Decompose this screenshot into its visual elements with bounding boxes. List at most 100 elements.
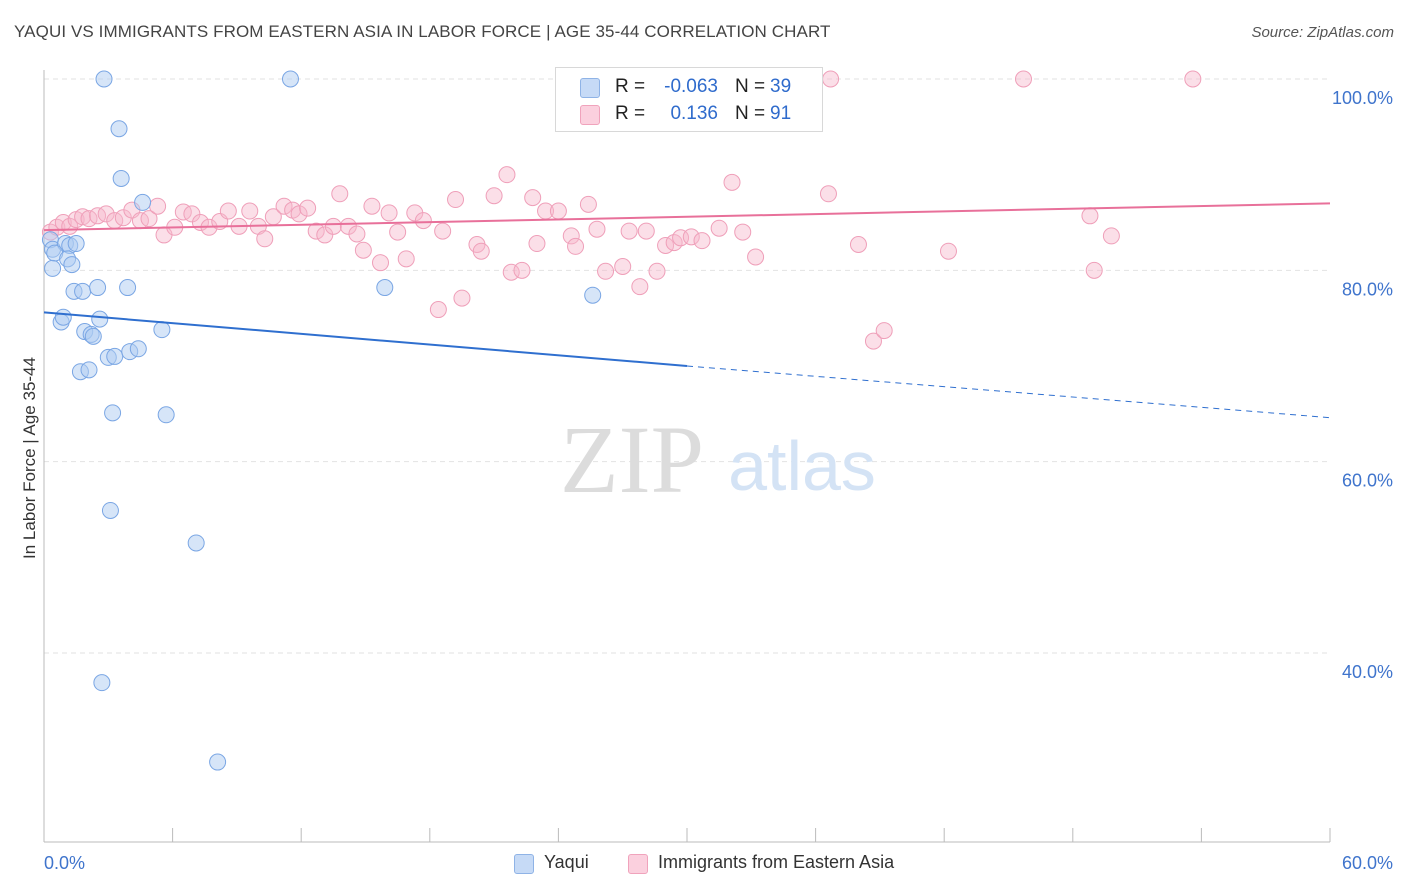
y-tick-label: 60.0% xyxy=(1342,471,1393,491)
immigrants-point xyxy=(549,202,567,220)
yaqui-point xyxy=(157,406,175,424)
immigrants-point xyxy=(174,203,192,221)
immigrants-point xyxy=(528,235,546,253)
yaqui-point xyxy=(187,534,205,552)
legend-n-label: N = xyxy=(735,103,766,124)
immigrants-point xyxy=(637,222,655,240)
legend-r-value: -0.063 xyxy=(664,76,718,97)
immigrants-point xyxy=(723,173,741,191)
immigrants-point xyxy=(397,250,415,268)
immigrants-point xyxy=(74,208,92,226)
immigrants-point xyxy=(849,236,867,254)
immigrants-point xyxy=(316,226,334,244)
yaqui-point xyxy=(91,310,109,328)
immigrants-point xyxy=(1102,227,1120,245)
watermark: ZIP atlas xyxy=(560,406,876,513)
immigrants-point xyxy=(579,195,597,213)
immigrants-point xyxy=(140,210,158,228)
immigrants-point xyxy=(524,189,542,207)
series-swatch-immigrants xyxy=(628,854,648,874)
yaqui-trend-line xyxy=(43,311,688,367)
immigrants-point xyxy=(331,185,349,203)
immigrants-point xyxy=(241,202,259,220)
yaqui-point xyxy=(376,279,394,297)
immigrants-point xyxy=(389,223,407,241)
immigrants-point xyxy=(372,254,390,272)
immigrants-point xyxy=(1081,207,1099,225)
y-tick-label: 80.0% xyxy=(1342,279,1393,299)
yaqui-point xyxy=(54,308,72,326)
series-label-yaqui: Yaqui xyxy=(544,852,589,872)
immigrants-point xyxy=(324,217,342,235)
immigrants-point xyxy=(747,248,765,266)
immigrants-point xyxy=(710,219,728,237)
yaqui-point xyxy=(63,256,81,274)
series-swatch-yaqui xyxy=(514,854,534,874)
legend-n-value: 39 xyxy=(770,76,792,97)
yaqui-point xyxy=(84,327,102,345)
source-note: Source: ZipAtlas.com xyxy=(1251,24,1394,41)
immigrants-point xyxy=(562,227,580,245)
yaqui-point xyxy=(110,120,128,138)
immigrants-point xyxy=(502,263,520,281)
immigrants-point xyxy=(939,242,957,260)
immigrants-point xyxy=(363,197,381,215)
immigrants-point xyxy=(648,262,666,280)
yaqui-points xyxy=(41,70,602,771)
watermark-zip: ZIP xyxy=(560,406,704,513)
immigrants-point xyxy=(864,332,882,350)
immigrants-point xyxy=(97,205,115,223)
immigrants-point xyxy=(822,70,840,88)
yaqui-point xyxy=(74,282,92,300)
yaqui-point xyxy=(89,279,107,297)
yaqui-point xyxy=(80,361,98,379)
stats-legend: R = -0.063 N = 39 R = 0.136 N = 91 xyxy=(555,67,823,132)
immigrants-point xyxy=(1015,70,1033,88)
immigrants-point xyxy=(447,191,465,209)
immigrants-point xyxy=(149,197,167,215)
immigrants-point xyxy=(219,202,237,220)
immigrants-point xyxy=(89,207,107,225)
y-tick-label: 100.0% xyxy=(1332,88,1393,108)
immigrants-point xyxy=(290,205,308,223)
legend-r-value: 0.136 xyxy=(670,103,718,124)
legend-r-label: R = xyxy=(615,103,646,124)
immigrants-point xyxy=(597,262,615,280)
legend-n-value: 91 xyxy=(770,103,792,124)
yaqui-point xyxy=(112,169,130,187)
immigrants-point xyxy=(588,220,606,238)
immigrants-point xyxy=(614,258,632,276)
yaqui-point xyxy=(93,674,111,692)
series-label-immigrants: Immigrants from Eastern Asia xyxy=(658,852,895,872)
yaqui-point xyxy=(67,235,85,253)
immigrants-point xyxy=(567,237,585,255)
immigrants-point xyxy=(256,230,274,248)
yaqui-point xyxy=(44,259,62,277)
yaqui-point xyxy=(119,279,137,297)
chart-title: YAQUI VS IMMIGRANTS FROM EASTERN ASIA IN… xyxy=(14,22,831,41)
immigrants-trend-line xyxy=(43,202,1331,232)
trend-lines xyxy=(43,202,1331,419)
immigrants-point xyxy=(183,205,201,223)
immigrants-point xyxy=(693,232,711,250)
immigrants-point xyxy=(472,242,490,260)
immigrants-point xyxy=(485,187,503,205)
yaqui-point xyxy=(129,340,147,358)
watermark-atlas: atlas xyxy=(728,427,876,505)
immigrants-point xyxy=(414,212,432,230)
immigrants-point xyxy=(734,223,752,241)
immigrants-points xyxy=(41,70,1202,350)
immigrants-point xyxy=(348,225,366,243)
immigrants-point xyxy=(620,222,638,240)
legend-n-label: N = xyxy=(735,76,766,97)
immigrants-point xyxy=(275,197,293,215)
yaqui-point xyxy=(281,70,299,88)
immigrants-point xyxy=(453,289,471,307)
immigrants-point xyxy=(682,228,700,246)
y-tick-label: 40.0% xyxy=(1342,662,1393,682)
immigrants-point xyxy=(1184,70,1202,88)
immigrants-point xyxy=(434,222,452,240)
yaqui-point xyxy=(209,753,227,771)
immigrants-point xyxy=(513,261,531,279)
x-tick-label: 60.0% xyxy=(1342,853,1393,873)
